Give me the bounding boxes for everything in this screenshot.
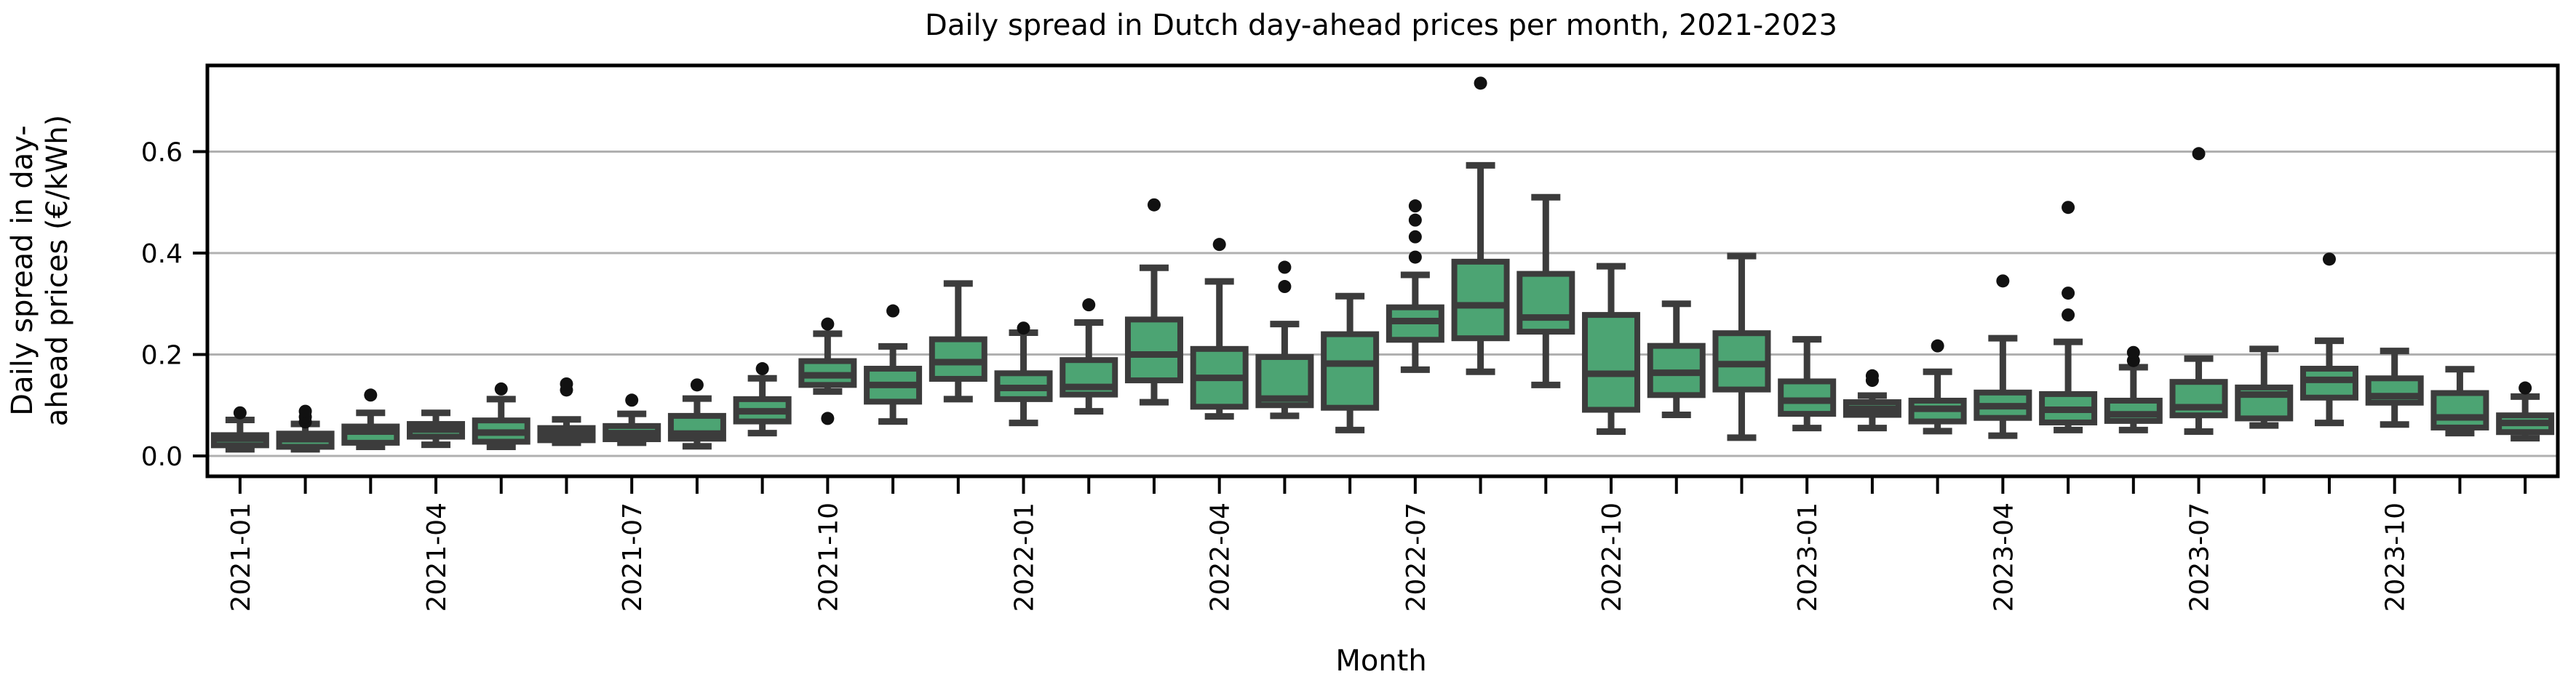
y-tick-label: 0.0 <box>141 442 183 472</box>
outlier-dot <box>1408 213 1422 227</box>
x-tick-label: 2023-01 <box>1793 502 1823 612</box>
outlier-dot <box>1278 260 1292 274</box>
y-axis-label-line1: Daily spread in day- <box>6 125 39 415</box>
outlier-dot <box>821 317 835 331</box>
outlier-dot <box>2519 381 2532 395</box>
outlier-dot <box>233 406 247 420</box>
outlier-dot <box>1865 369 1879 382</box>
x-tick-label: 2021-07 <box>618 502 648 612</box>
outlier-dot <box>1212 238 1226 252</box>
outlier-dot <box>560 377 573 390</box>
outlier-dot <box>1278 280 1292 294</box>
x-tick-label: 2023-10 <box>2381 502 2411 612</box>
outlier-dot <box>1147 198 1161 212</box>
y-axis-label-line2: ahead prices (€/kWh) <box>41 115 74 426</box>
axes-border <box>205 63 2560 478</box>
x-tick-label: 2021-10 <box>814 502 843 612</box>
chart-title: Daily spread in Dutch day-ahead prices p… <box>925 9 1837 42</box>
x-tick-label: 2022-07 <box>1402 502 1431 612</box>
y-tick-label: 0.6 <box>141 138 183 168</box>
x-tick-label: 2022-04 <box>1206 502 1236 612</box>
box[interactable] <box>2104 397 2163 424</box>
outlier-dot <box>886 304 900 318</box>
outlier-dot <box>625 393 639 407</box>
outlier-dot <box>690 378 704 392</box>
outlier-dot <box>1931 339 1944 353</box>
outlier-dot <box>1082 298 1096 312</box>
outlier-dot <box>2322 252 2336 266</box>
x-tick-label: 2021-04 <box>422 502 452 612</box>
outlier-dot <box>298 404 312 418</box>
outlier-dot <box>2126 345 2140 359</box>
box[interactable] <box>1582 312 1641 413</box>
outlier-dot <box>1408 199 1422 213</box>
outlier-dot <box>364 388 378 402</box>
box[interactable] <box>1321 331 1380 411</box>
x-tick-label: 2023-04 <box>1989 502 2019 612</box>
y-tick-label: 0.2 <box>141 341 183 371</box>
outlier-dot <box>2062 308 2075 322</box>
outlier-dot <box>1996 274 2010 288</box>
outlier-dot <box>2062 287 2075 300</box>
plot-area: 0.0 0.2 0.4 0.6 2021-01 2021-04 2021-07 2021-10… <box>141 63 2560 612</box>
box[interactable] <box>1124 316 1183 384</box>
box[interactable] <box>2430 390 2489 430</box>
box[interactable] <box>1516 271 1575 335</box>
outlier-dot <box>2192 147 2206 161</box>
box[interactable] <box>2299 366 2358 401</box>
outlier-dot <box>1474 76 1487 90</box>
x-tick-label: 2023-07 <box>2185 502 2215 612</box>
outlier-dot <box>1017 321 1030 335</box>
box[interactable] <box>1451 258 1510 342</box>
x-tick-label: 2022-01 <box>1010 502 1040 612</box>
outlier-dot <box>1408 250 1422 264</box>
x-axis-label: Month <box>1335 644 1426 678</box>
y-tick-label: 0.4 <box>141 239 183 269</box>
outlier-dot <box>494 382 508 396</box>
outlier-dot <box>2062 201 2075 215</box>
outlier-dot <box>821 412 835 425</box>
x-tick-label: 2021-01 <box>226 502 256 612</box>
x-tick-label: 2022-10 <box>1597 502 1627 612</box>
outlier-dot <box>755 362 769 376</box>
outlier-dot <box>1408 230 1422 244</box>
